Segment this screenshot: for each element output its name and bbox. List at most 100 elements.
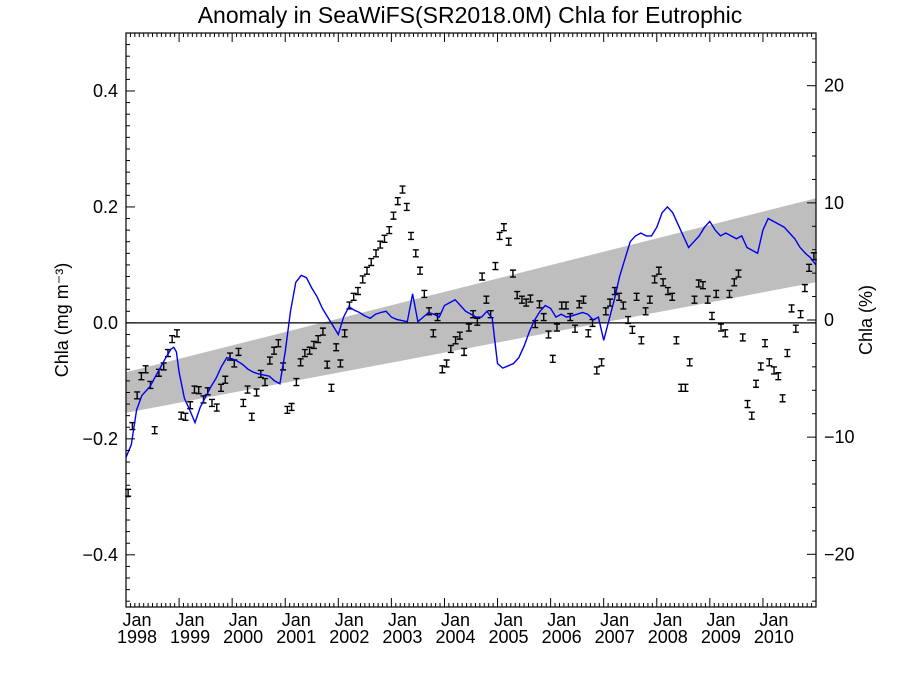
anomaly-errorbar: [213, 403, 220, 412]
anomaly-errorbar: [602, 307, 609, 316]
anomaly-errorbar: [456, 331, 463, 340]
anomaly-errorbar: [386, 225, 393, 235]
x-tick-label-year: 2008: [648, 627, 688, 647]
anomaly-errorbar: [509, 269, 516, 278]
anomaly-errorbar: [306, 346, 313, 355]
anomaly-errorbar: [394, 196, 401, 206]
anomaly-errorbar: [708, 311, 715, 321]
anomaly-errorbar: [686, 358, 693, 367]
anomaly-errorbar: [726, 289, 733, 299]
chart-title: Anomaly in SeaWiFS(SR2018.0M) Chla for E…: [198, 2, 743, 28]
anomaly-errorbar: [408, 231, 415, 241]
y-right-tick-label: −20: [824, 544, 855, 564]
anomaly-errorbar: [399, 185, 406, 194]
anomaly-errorbar: [801, 283, 808, 293]
anomaly-errorbar: [359, 275, 366, 284]
x-tick-label-month: Jan: [547, 610, 576, 630]
anomaly-errorbar: [275, 339, 282, 348]
anomaly-errorbar: [363, 266, 370, 275]
anomaly-errorbar: [762, 339, 769, 348]
anomaly-errorbar: [208, 398, 215, 408]
anomaly-errorbar: [629, 325, 636, 335]
x-tick-label-year: 2007: [595, 627, 635, 647]
x-tick-label-year: 2004: [435, 627, 475, 647]
x-tick-label-month: Jan: [706, 610, 735, 630]
anomaly-errorbar: [717, 323, 724, 332]
anomaly-errorbar: [646, 295, 653, 304]
anomaly-errorbar: [572, 324, 579, 333]
x-tick-label-year: 2000: [223, 627, 263, 647]
anomaly-errorbar: [500, 223, 507, 232]
anomaly-errorbar: [792, 324, 799, 333]
anomaly-errorbar: [775, 372, 782, 381]
anomaly-errorbar: [284, 405, 291, 415]
anomaly-errorbar: [195, 385, 202, 395]
anomaly-errorbar: [222, 375, 229, 384]
anomaly-errorbar: [625, 315, 632, 325]
x-tick-label-year: 2001: [276, 627, 316, 647]
anomaly-errorbar: [142, 365, 149, 374]
anomaly-errorbar: [691, 295, 698, 304]
anomaly-errorbar: [235, 347, 242, 357]
anomaly-errorbar: [523, 298, 530, 307]
anomaly-errorbar: [354, 286, 361, 296]
anomaly-errorbar: [134, 391, 141, 400]
anomaly-errorbar: [593, 366, 600, 375]
x-tick-label-month: Jan: [122, 610, 151, 630]
y-left-tick-label: −0.4: [82, 545, 118, 565]
anomaly-errorbar: [253, 388, 260, 397]
anomaly-errorbar: [479, 272, 486, 281]
y-right-tick-label: 20: [824, 76, 844, 96]
anomaly-errorbar: [669, 292, 676, 301]
y-right-tick-label: −10: [824, 427, 855, 447]
anomaly-errorbar: [333, 343, 340, 352]
x-tick-label-year: 1998: [117, 627, 157, 647]
anomaly-errorbar: [244, 385, 251, 394]
anomaly-errorbar: [266, 356, 273, 365]
anomaly-errorbar: [788, 304, 795, 313]
anomaly-errorbar: [341, 329, 348, 338]
anomaly-errorbar: [753, 379, 760, 388]
anomaly-errorbar: [337, 359, 344, 368]
anomaly-errorbar: [178, 411, 185, 420]
anomaly-errorbar: [505, 237, 512, 246]
x-tick-label-month: Jan: [494, 610, 523, 630]
x-tick-label-month: Jan: [600, 610, 629, 630]
anomaly-errorbar: [187, 401, 194, 410]
anomaly-errorbar: [447, 344, 454, 354]
running-mean-line: [125, 205, 817, 458]
anomaly-errorbar: [328, 383, 335, 393]
anomaly-errorbar: [288, 402, 295, 412]
anomaly-errorbar: [695, 279, 702, 288]
anomaly-errorbar: [426, 307, 433, 316]
anomaly-errorbar: [461, 347, 468, 357]
anomaly-errorbar: [540, 312, 547, 322]
anomaly-errorbar: [731, 278, 738, 287]
anomaly-errorbar: [527, 294, 534, 303]
anomaly-errorbar: [443, 359, 450, 368]
anomaly-errorbar: [699, 281, 706, 290]
anomaly-errorbar: [412, 249, 419, 258]
anomaly-errorbar: [748, 411, 755, 420]
anomaly-errorbar: [218, 383, 225, 393]
anomaly-errorbar: [319, 327, 326, 336]
anomaly-errorbar: [633, 292, 640, 301]
x-tick-label-year: 2003: [382, 627, 422, 647]
anomaly-errorbar: [766, 358, 773, 367]
anomaly-errorbar: [390, 211, 397, 220]
anomaly-errorbar: [704, 295, 711, 304]
anomaly-errorbar: [381, 234, 388, 244]
anomaly-errorbar: [518, 295, 525, 304]
anomaly-errorbar: [784, 348, 791, 358]
y-right-tick-label: 10: [824, 193, 844, 213]
anomaly-errorbar: [567, 312, 574, 322]
anomaly-errorbar: [372, 249, 379, 258]
anomaly-errorbar: [722, 329, 729, 338]
plot-area: −0.4−0.20.00.20.4−20−1001020Jan1998Jan19…: [82, 32, 855, 647]
x-tick-label-month: Jan: [759, 610, 788, 630]
x-tick-label-month: Jan: [388, 610, 417, 630]
anomaly-errorbar: [598, 358, 605, 367]
anomaly-errorbar: [169, 334, 176, 344]
anomaly-errorbar: [620, 301, 627, 310]
